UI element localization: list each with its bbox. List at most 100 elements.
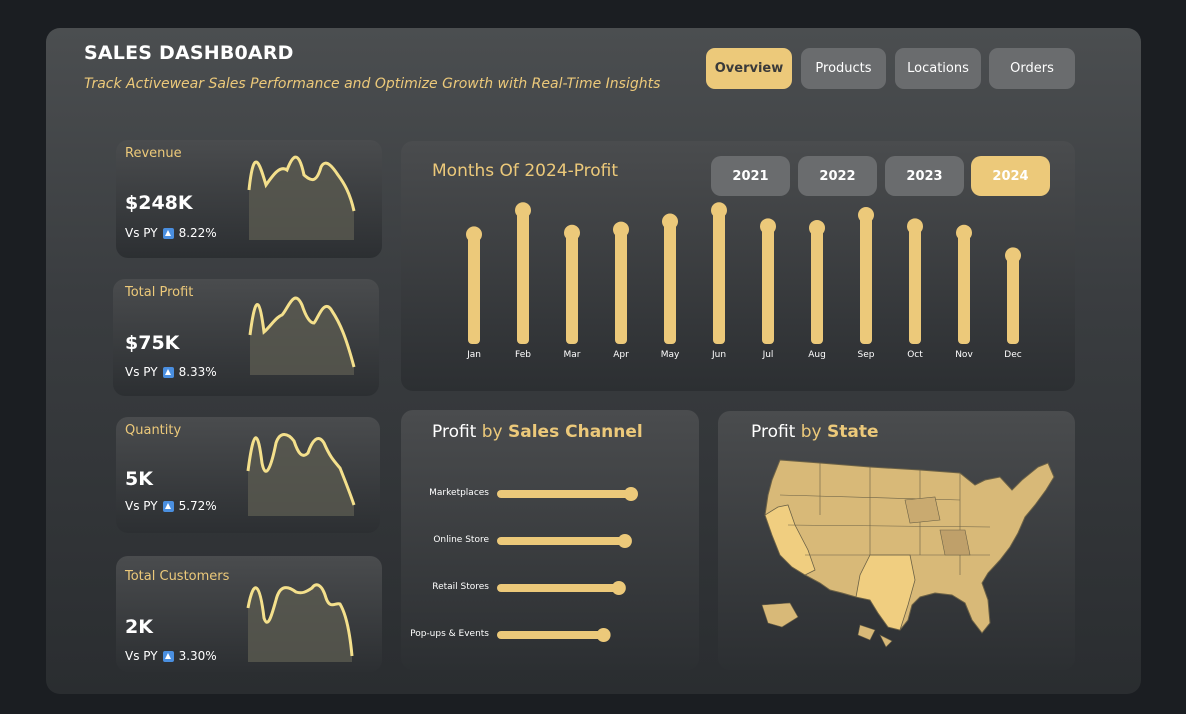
up-icon xyxy=(162,650,174,662)
month-bar-head xyxy=(711,202,727,219)
title-main: State xyxy=(827,422,879,442)
month-bar-head xyxy=(613,221,629,238)
kpi-vs-label: Vs PY xyxy=(125,365,158,379)
tab-locations[interactable]: Locations xyxy=(895,48,981,89)
usa-map-icon xyxy=(761,459,1055,648)
tab-products[interactable]: Products xyxy=(801,48,886,89)
up-icon xyxy=(162,227,174,239)
title-by: by xyxy=(800,422,822,442)
year-button-2022[interactable]: 2022 xyxy=(798,156,877,196)
kpi-vs-py: Vs PY 3.30% xyxy=(125,649,217,663)
channel-bar-head xyxy=(611,581,626,595)
month-tick-label: Mar xyxy=(563,350,581,360)
month-bar xyxy=(1007,255,1019,344)
month-bar-head xyxy=(662,213,678,230)
kpi-vs-py: Vs PY 8.22% xyxy=(125,226,217,240)
channel-bar xyxy=(497,490,631,498)
month-tick-label: Apr xyxy=(613,350,629,360)
title-main: Sales Channel xyxy=(508,422,643,442)
kpi-change: 3.30% xyxy=(178,649,217,663)
month-bar xyxy=(468,234,480,344)
kpi-card-quantity: Quantity 5K Vs PY 5.72% xyxy=(116,417,380,533)
monthly-chart-title: Months Of 2024-Profit xyxy=(432,161,619,181)
kpi-value: 2K xyxy=(125,616,153,638)
month-tick-label: Nov xyxy=(955,350,973,360)
month-bar xyxy=(762,226,774,344)
month-bar-head xyxy=(809,219,825,236)
up-icon xyxy=(162,366,174,378)
month-tick-label: Jul xyxy=(762,350,774,360)
channel-tick-label: Online Store xyxy=(433,535,489,545)
month-bar xyxy=(566,232,578,344)
channel-tick-label: Marketplaces xyxy=(429,488,489,498)
month-bar xyxy=(909,226,921,344)
month-bar-head xyxy=(515,202,531,219)
year-button-2021[interactable]: 2021 xyxy=(711,156,790,196)
tab-orders[interactable]: Orders xyxy=(989,48,1075,89)
kpi-value: $248K xyxy=(125,192,193,214)
kpi-value: 5K xyxy=(125,468,153,490)
month-bar xyxy=(713,210,725,344)
month-bar xyxy=(958,232,970,344)
month-bar-head xyxy=(1005,247,1021,264)
month-tick-label: May xyxy=(660,350,680,360)
kpi-vs-label: Vs PY xyxy=(125,499,158,513)
monthly-profit-chart xyxy=(466,202,1021,344)
year-button-2024[interactable]: 2024 xyxy=(971,156,1050,196)
channel-tick-label: Pop-ups & Events xyxy=(410,629,489,639)
up-icon xyxy=(162,500,174,512)
month-bar-head xyxy=(907,218,923,235)
month-tick-label: Oct xyxy=(907,350,923,360)
kpi-card-revenue: Revenue $248K Vs PY 8.22% xyxy=(116,140,382,258)
title-prefix: Profit xyxy=(751,422,796,442)
title-prefix: Profit xyxy=(432,422,477,442)
kpi-value: $75K xyxy=(125,332,180,354)
kpi-vs-py: Vs PY 5.72% xyxy=(125,499,217,513)
month-bar xyxy=(615,229,627,344)
kpi-label: Revenue xyxy=(125,146,182,161)
channel-bar xyxy=(497,631,604,639)
kpi-card-total-customers: Total Customers 2K Vs PY 3.30% xyxy=(116,556,382,672)
month-tick-label: Sep xyxy=(857,350,875,360)
kpi-card-total-profit: Total Profit $75K Vs PY 8.33% xyxy=(113,279,379,396)
channel-bar xyxy=(497,537,625,545)
profit-sparkline xyxy=(248,296,356,375)
tab-overview[interactable]: Overview xyxy=(706,48,792,89)
kpi-vs-py: Vs PY 8.33% xyxy=(125,365,217,379)
month-tick-label: Aug xyxy=(808,350,826,360)
year-button-2023[interactable]: 2023 xyxy=(885,156,964,196)
page-subtitle: Track Activewear Sales Performance and O… xyxy=(84,76,661,92)
customers-sparkline xyxy=(246,583,354,662)
kpi-change: 8.22% xyxy=(178,226,217,240)
kpi-label: Total Customers xyxy=(125,569,230,584)
month-bar xyxy=(517,210,529,344)
month-tick-label: Feb xyxy=(515,350,531,360)
kpi-vs-label: Vs PY xyxy=(125,649,158,663)
channel-tick-label: Retail Stores xyxy=(432,582,489,592)
kpi-vs-label: Vs PY xyxy=(125,226,158,240)
month-tick-label: Jun xyxy=(711,350,727,360)
channel-bar-head xyxy=(624,487,638,501)
month-bar-head xyxy=(564,224,580,241)
month-bar xyxy=(811,227,823,344)
sales-channel-title: Profit by Sales Channel xyxy=(432,422,643,442)
month-tick-label: Dec xyxy=(1004,350,1022,360)
month-bar-head xyxy=(858,207,874,224)
month-bar xyxy=(664,221,676,344)
kpi-change: 8.33% xyxy=(178,365,217,379)
month-tick-label: Jan xyxy=(467,350,481,360)
month-bar-head xyxy=(760,218,776,235)
channel-bar-head xyxy=(596,628,611,642)
month-bar xyxy=(860,215,872,344)
channel-bar-head xyxy=(617,534,632,548)
page-title: SALES DASHB0ARD xyxy=(84,42,294,64)
channel-bar xyxy=(497,584,619,592)
month-bar-head xyxy=(466,226,482,243)
revenue-sparkline xyxy=(247,155,356,240)
kpi-label: Total Profit xyxy=(125,285,194,300)
kpi-label: Quantity xyxy=(125,423,182,438)
kpi-change: 5.72% xyxy=(178,499,217,513)
quantity-sparkline xyxy=(246,433,356,516)
month-bar-head xyxy=(956,224,972,241)
title-by: by xyxy=(481,422,503,442)
